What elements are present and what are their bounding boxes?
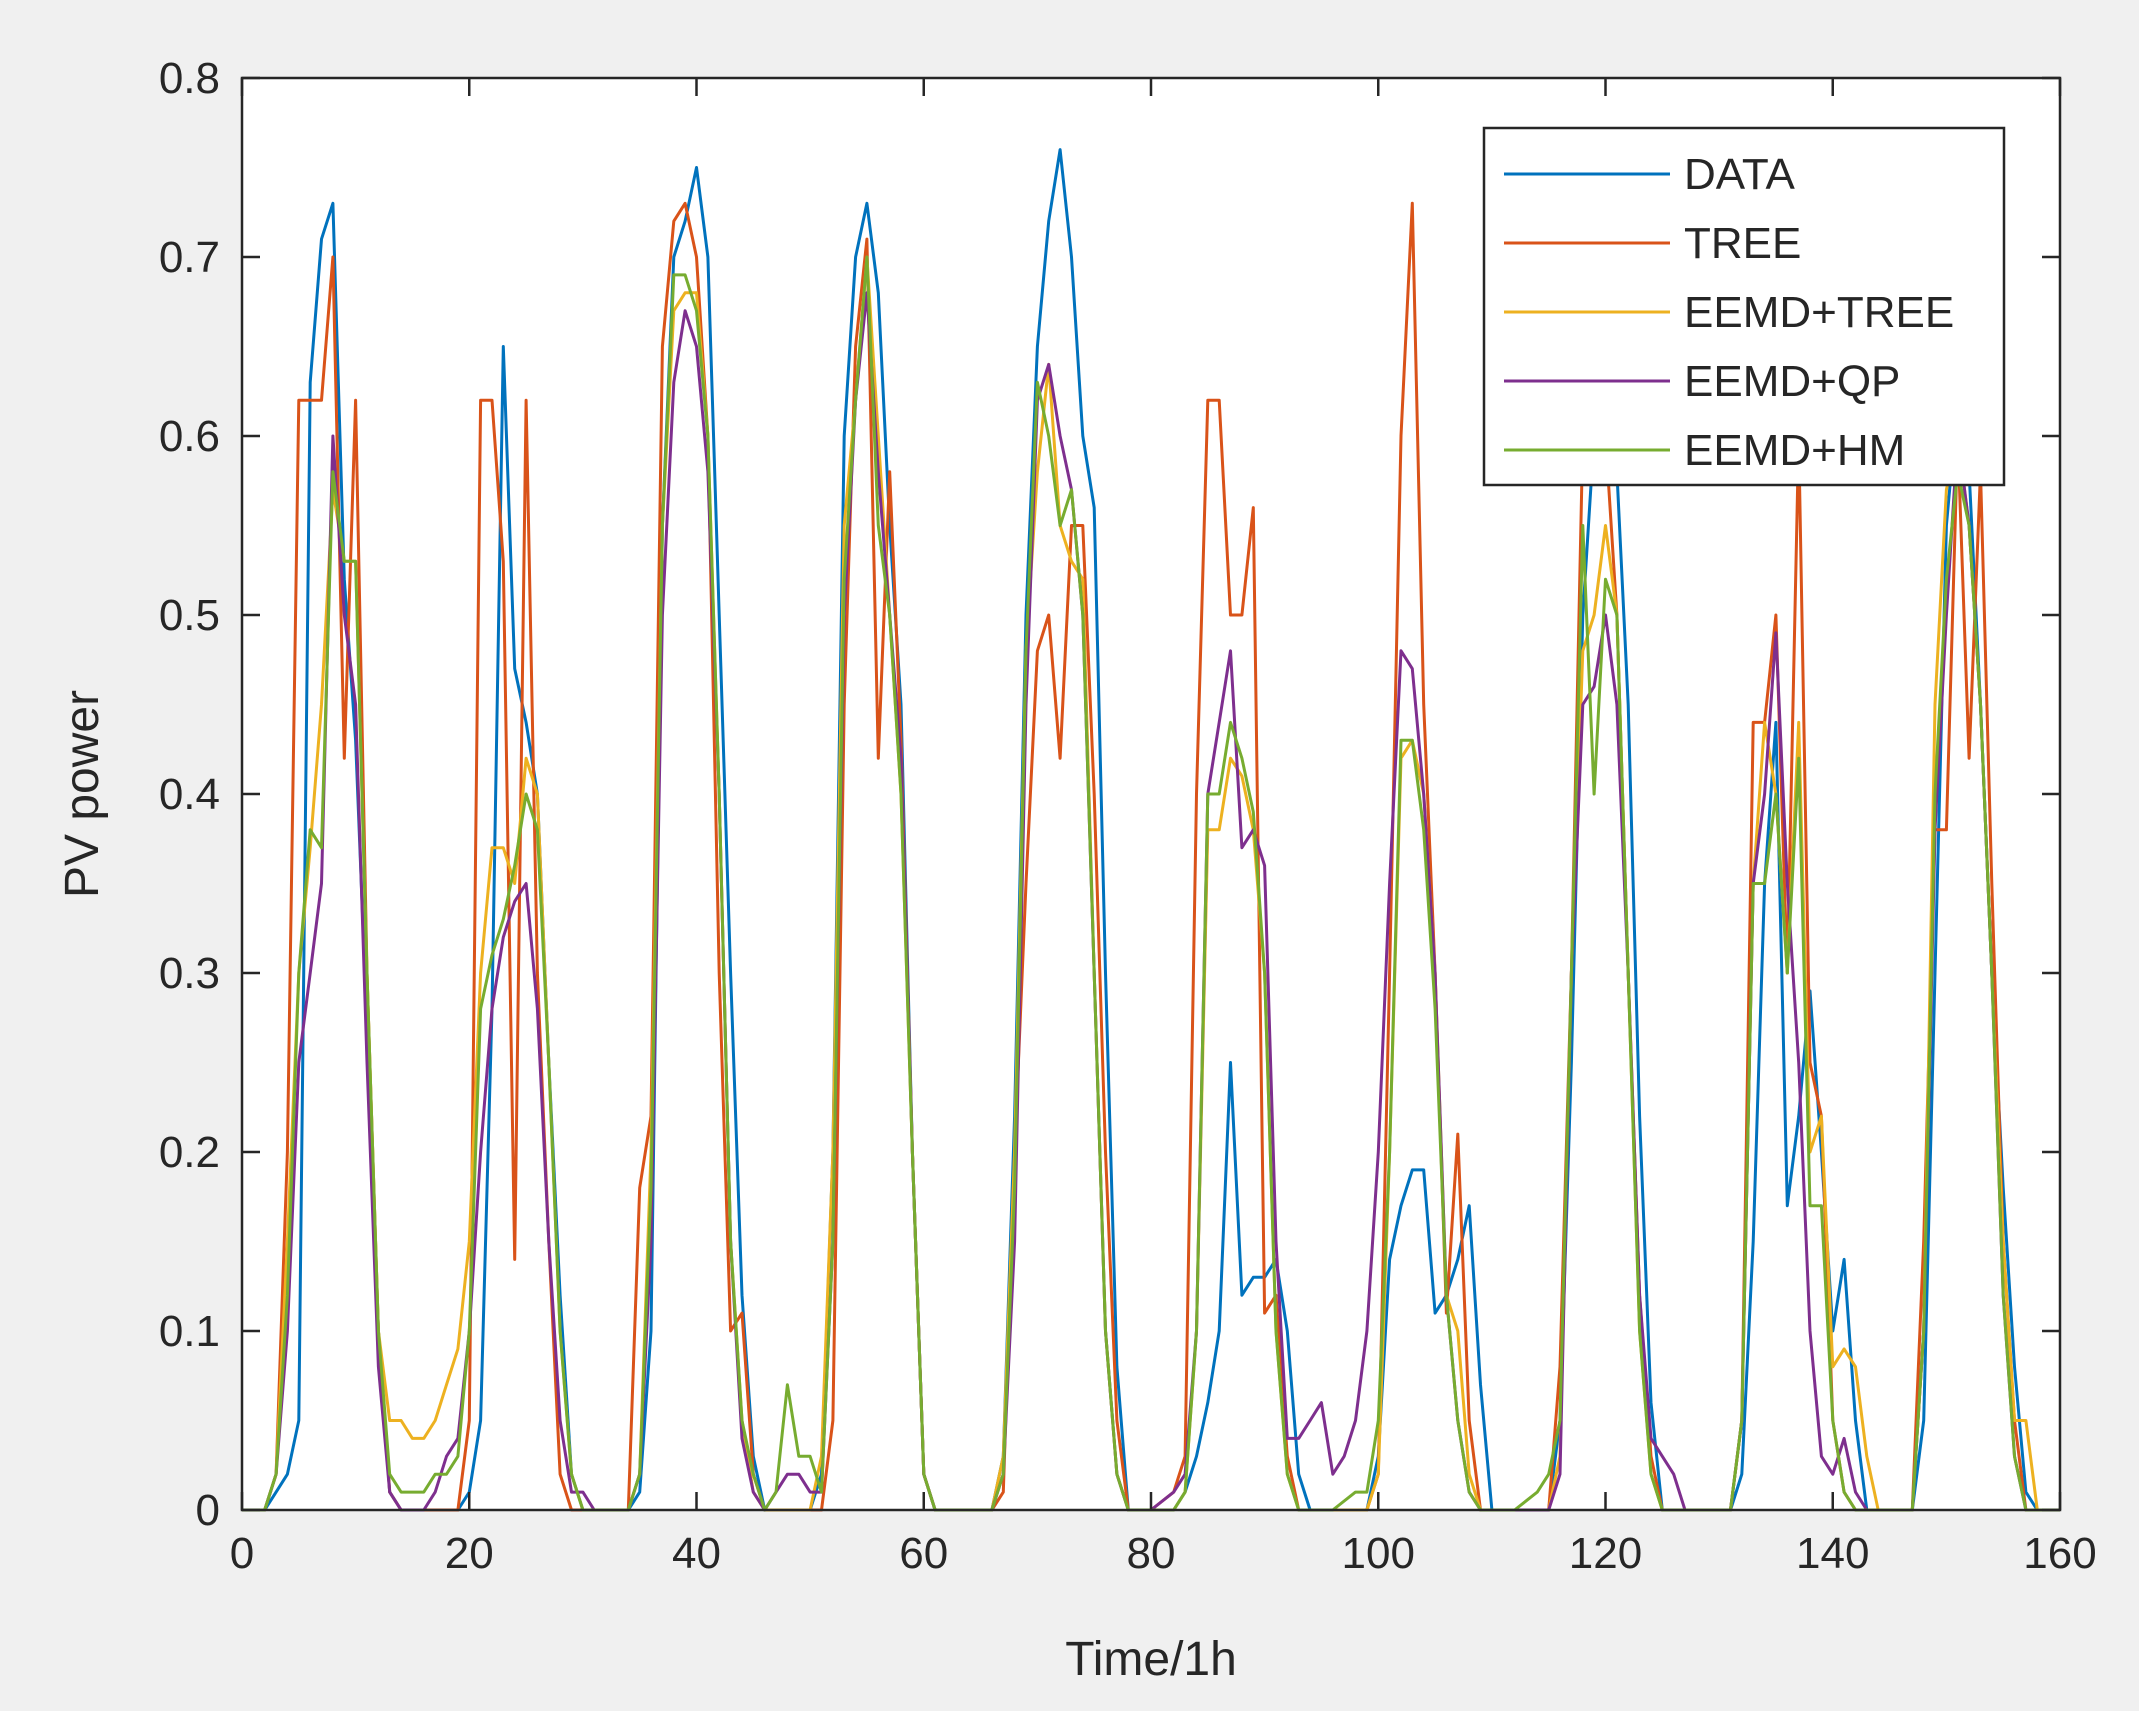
y-tick-label: 0.7 (159, 233, 220, 282)
series-line-tree (242, 201, 2060, 1512)
x-tick-label: 100 (1342, 1529, 1415, 1578)
legend-label: EEMD+QP (1684, 357, 1900, 406)
y-tick-label: 0.3 (159, 949, 220, 998)
x-tick-label: 60 (899, 1529, 948, 1578)
x-tick-label: 140 (1796, 1529, 1869, 1578)
x-tick-label: 0 (230, 1529, 254, 1578)
x-axis-title: Time/1h (1065, 1633, 1237, 1686)
x-tick-label: 160 (2023, 1529, 2096, 1578)
x-tick-label: 80 (1127, 1529, 1176, 1578)
legend-items: DATA TREE EEMD+TREE EEMD+QP EEMD+HM (1504, 150, 1954, 475)
y-tick-label: 0.5 (159, 591, 220, 640)
legend: DATA TREE EEMD+TREE EEMD+QP EEMD+HM (1482, 126, 2006, 487)
x-tick-label: 20 (445, 1529, 494, 1578)
legend-box (1482, 126, 2006, 487)
y-tick-label: 0 (196, 1486, 220, 1535)
y-tick-label: 0.8 (159, 54, 220, 103)
y-tick-label: 0.6 (159, 412, 220, 461)
x-tick-label: 40 (672, 1529, 721, 1578)
x-axis-ticks: 0 20 40 60 80 100 120 140 160 (230, 78, 2097, 1578)
y-tick-label: 0.4 (159, 770, 220, 819)
series-line-eemd-hm (242, 255, 2060, 1512)
legend-label: EEMD+HM (1684, 426, 1905, 475)
y-axis-ticks: 0 0.1 0.2 0.3 0.4 0.5 0.6 0.7 0.8 (159, 54, 2060, 1535)
y-tick-label: 0.2 (159, 1128, 220, 1177)
legend-label: DATA (1684, 150, 1795, 199)
y-axis-title: PV power (56, 690, 109, 898)
legend-label: TREE (1684, 219, 1801, 268)
x-tick-label: 120 (1569, 1529, 1642, 1578)
y-tick-label: 0.1 (159, 1307, 220, 1356)
legend-label: EEMD+TREE (1684, 288, 1954, 337)
series-layer (242, 148, 2060, 1512)
